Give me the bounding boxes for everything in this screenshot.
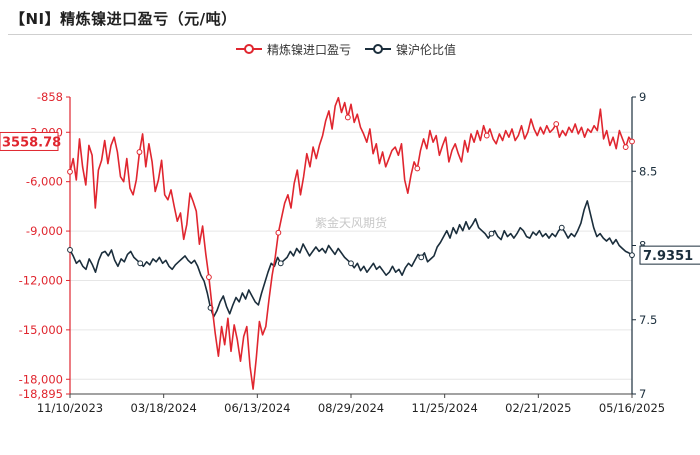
x-tick-label: 08/29/2024 — [318, 401, 384, 415]
left-tick-label: -12,000 — [19, 273, 63, 287]
left-tick-label: -18,000 — [19, 372, 63, 386]
series1-point — [414, 165, 421, 172]
series1-last-label: 3558.78 — [0, 131, 61, 151]
series1-point — [344, 114, 351, 121]
legend: 精炼镍进口盈亏 镍沪伦比值 — [236, 40, 470, 58]
series1-point — [622, 144, 629, 150]
series1-point — [275, 229, 282, 236]
left-tick-label: -15,000 — [19, 323, 63, 337]
x-tick-label: 03/18/2024 — [131, 401, 197, 415]
legend-item-series2[interactable]: 镍沪伦比值 — [365, 41, 456, 58]
legend-swatch-series2 — [365, 43, 392, 55]
series1-point — [629, 138, 635, 145]
series1-point — [206, 274, 212, 281]
x-tick-label: 11/25/2024 — [412, 401, 478, 415]
series2-point — [558, 224, 565, 231]
series2-point — [418, 254, 425, 261]
watermark: 紫金天风期货 — [315, 215, 387, 230]
legend-label-series2: 镍沪伦比值 — [396, 42, 457, 57]
chart-title: 【NI】精炼镍进口盈亏（元/吨） — [10, 10, 237, 28]
x-tick-label: 02/21/2025 — [505, 401, 571, 415]
right-tick-label: 8.5 — [639, 164, 657, 178]
series1-last-label-text: 3558.78 — [2, 135, 61, 150]
series2-last-label-box — [639, 245, 700, 265]
x-tick-label: 11/10/2023 — [37, 401, 103, 415]
left-tick-label: -858 — [37, 90, 63, 104]
series2-point — [629, 252, 635, 259]
series1-point — [67, 168, 73, 175]
left-tick-label: -6,000 — [26, 175, 63, 189]
series2-last-label: 7.9351 — [639, 245, 700, 265]
series2-point — [67, 247, 73, 253]
right-tick-label: 8 — [639, 239, 646, 253]
series1-point — [553, 121, 560, 127]
right-tick-label: 7.5 — [639, 313, 657, 327]
series2-point — [277, 260, 284, 267]
series2-point — [348, 260, 354, 267]
right-tick-label: 9 — [639, 90, 646, 104]
x-tick-label: 06/13/2024 — [224, 401, 290, 415]
legend-label-series1: 精炼镍进口盈亏 — [267, 42, 352, 57]
series1-point — [483, 132, 490, 139]
x-tick-label: 05/16/2025 — [599, 401, 665, 415]
series2-point — [137, 260, 144, 267]
title-bar: 【NI】精炼镍进口盈亏（元/吨） — [0, 0, 700, 36]
series1-point — [136, 149, 143, 155]
series2-last-label-text: 7.9351 — [643, 249, 693, 264]
legend-item-series1[interactable]: 精炼镍进口盈亏 — [236, 41, 351, 58]
left-tick-label: -18,895 — [19, 387, 63, 401]
title-divider — [8, 34, 692, 35]
left-tick-label: -9,000 — [26, 224, 63, 238]
right-tick-label: 7 — [639, 387, 646, 401]
series2-point — [488, 230, 495, 237]
series1-last-label-box — [0, 131, 59, 151]
series1-line — [69, 96, 633, 390]
legend-swatch-series1 — [236, 43, 262, 55]
